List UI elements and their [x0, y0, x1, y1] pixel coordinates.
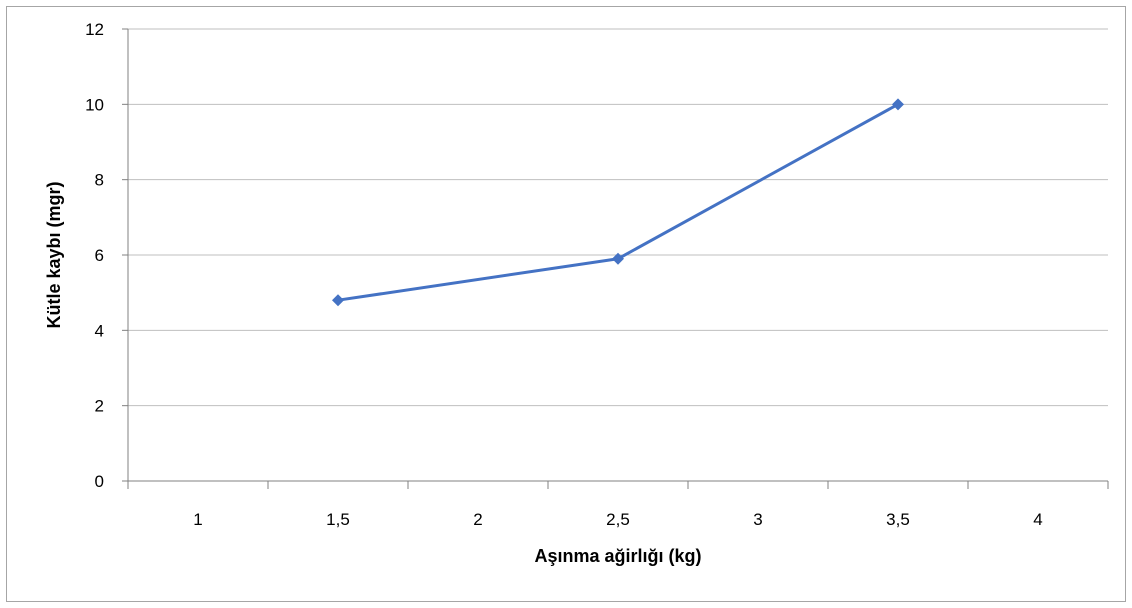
x-tick-label: 2,5: [606, 510, 630, 529]
series-line: [332, 98, 904, 307]
y-axis-title: Kütle kaybı (mgr): [44, 181, 64, 328]
series-line-path: [336, 102, 900, 302]
x-tick-label: 1,5: [326, 510, 350, 529]
x-tick-label: 1: [193, 510, 202, 529]
data-point-marker: [612, 252, 624, 265]
y-tick-label: 0: [95, 472, 104, 491]
y-tick-label: 4: [95, 321, 104, 340]
data-point-marker: [892, 98, 904, 111]
x-tick-label: 2: [473, 510, 482, 529]
x-tick-label: 4: [1033, 510, 1042, 529]
x-tick-label: 3,5: [886, 510, 910, 529]
y-tick-label: 2: [95, 397, 104, 416]
chart-frame: [6, 6, 1126, 602]
y-tick-label: 10: [85, 95, 104, 114]
y-tick-label: 6: [95, 246, 104, 265]
axes: [122, 28, 1109, 489]
x-tick-label: 3: [753, 510, 762, 529]
data-point-marker: [332, 294, 344, 307]
x-axis-title: Aşınma ağirlığı (kg): [534, 546, 701, 566]
y-tick-label: 12: [85, 20, 104, 39]
y-tick-label: 8: [95, 171, 104, 190]
gridlines: [128, 28, 1108, 407]
tick-labels: 0 2 4 6 8 10 12 1 1,5 2 2,5 3 3,5 4: [85, 20, 1043, 529]
